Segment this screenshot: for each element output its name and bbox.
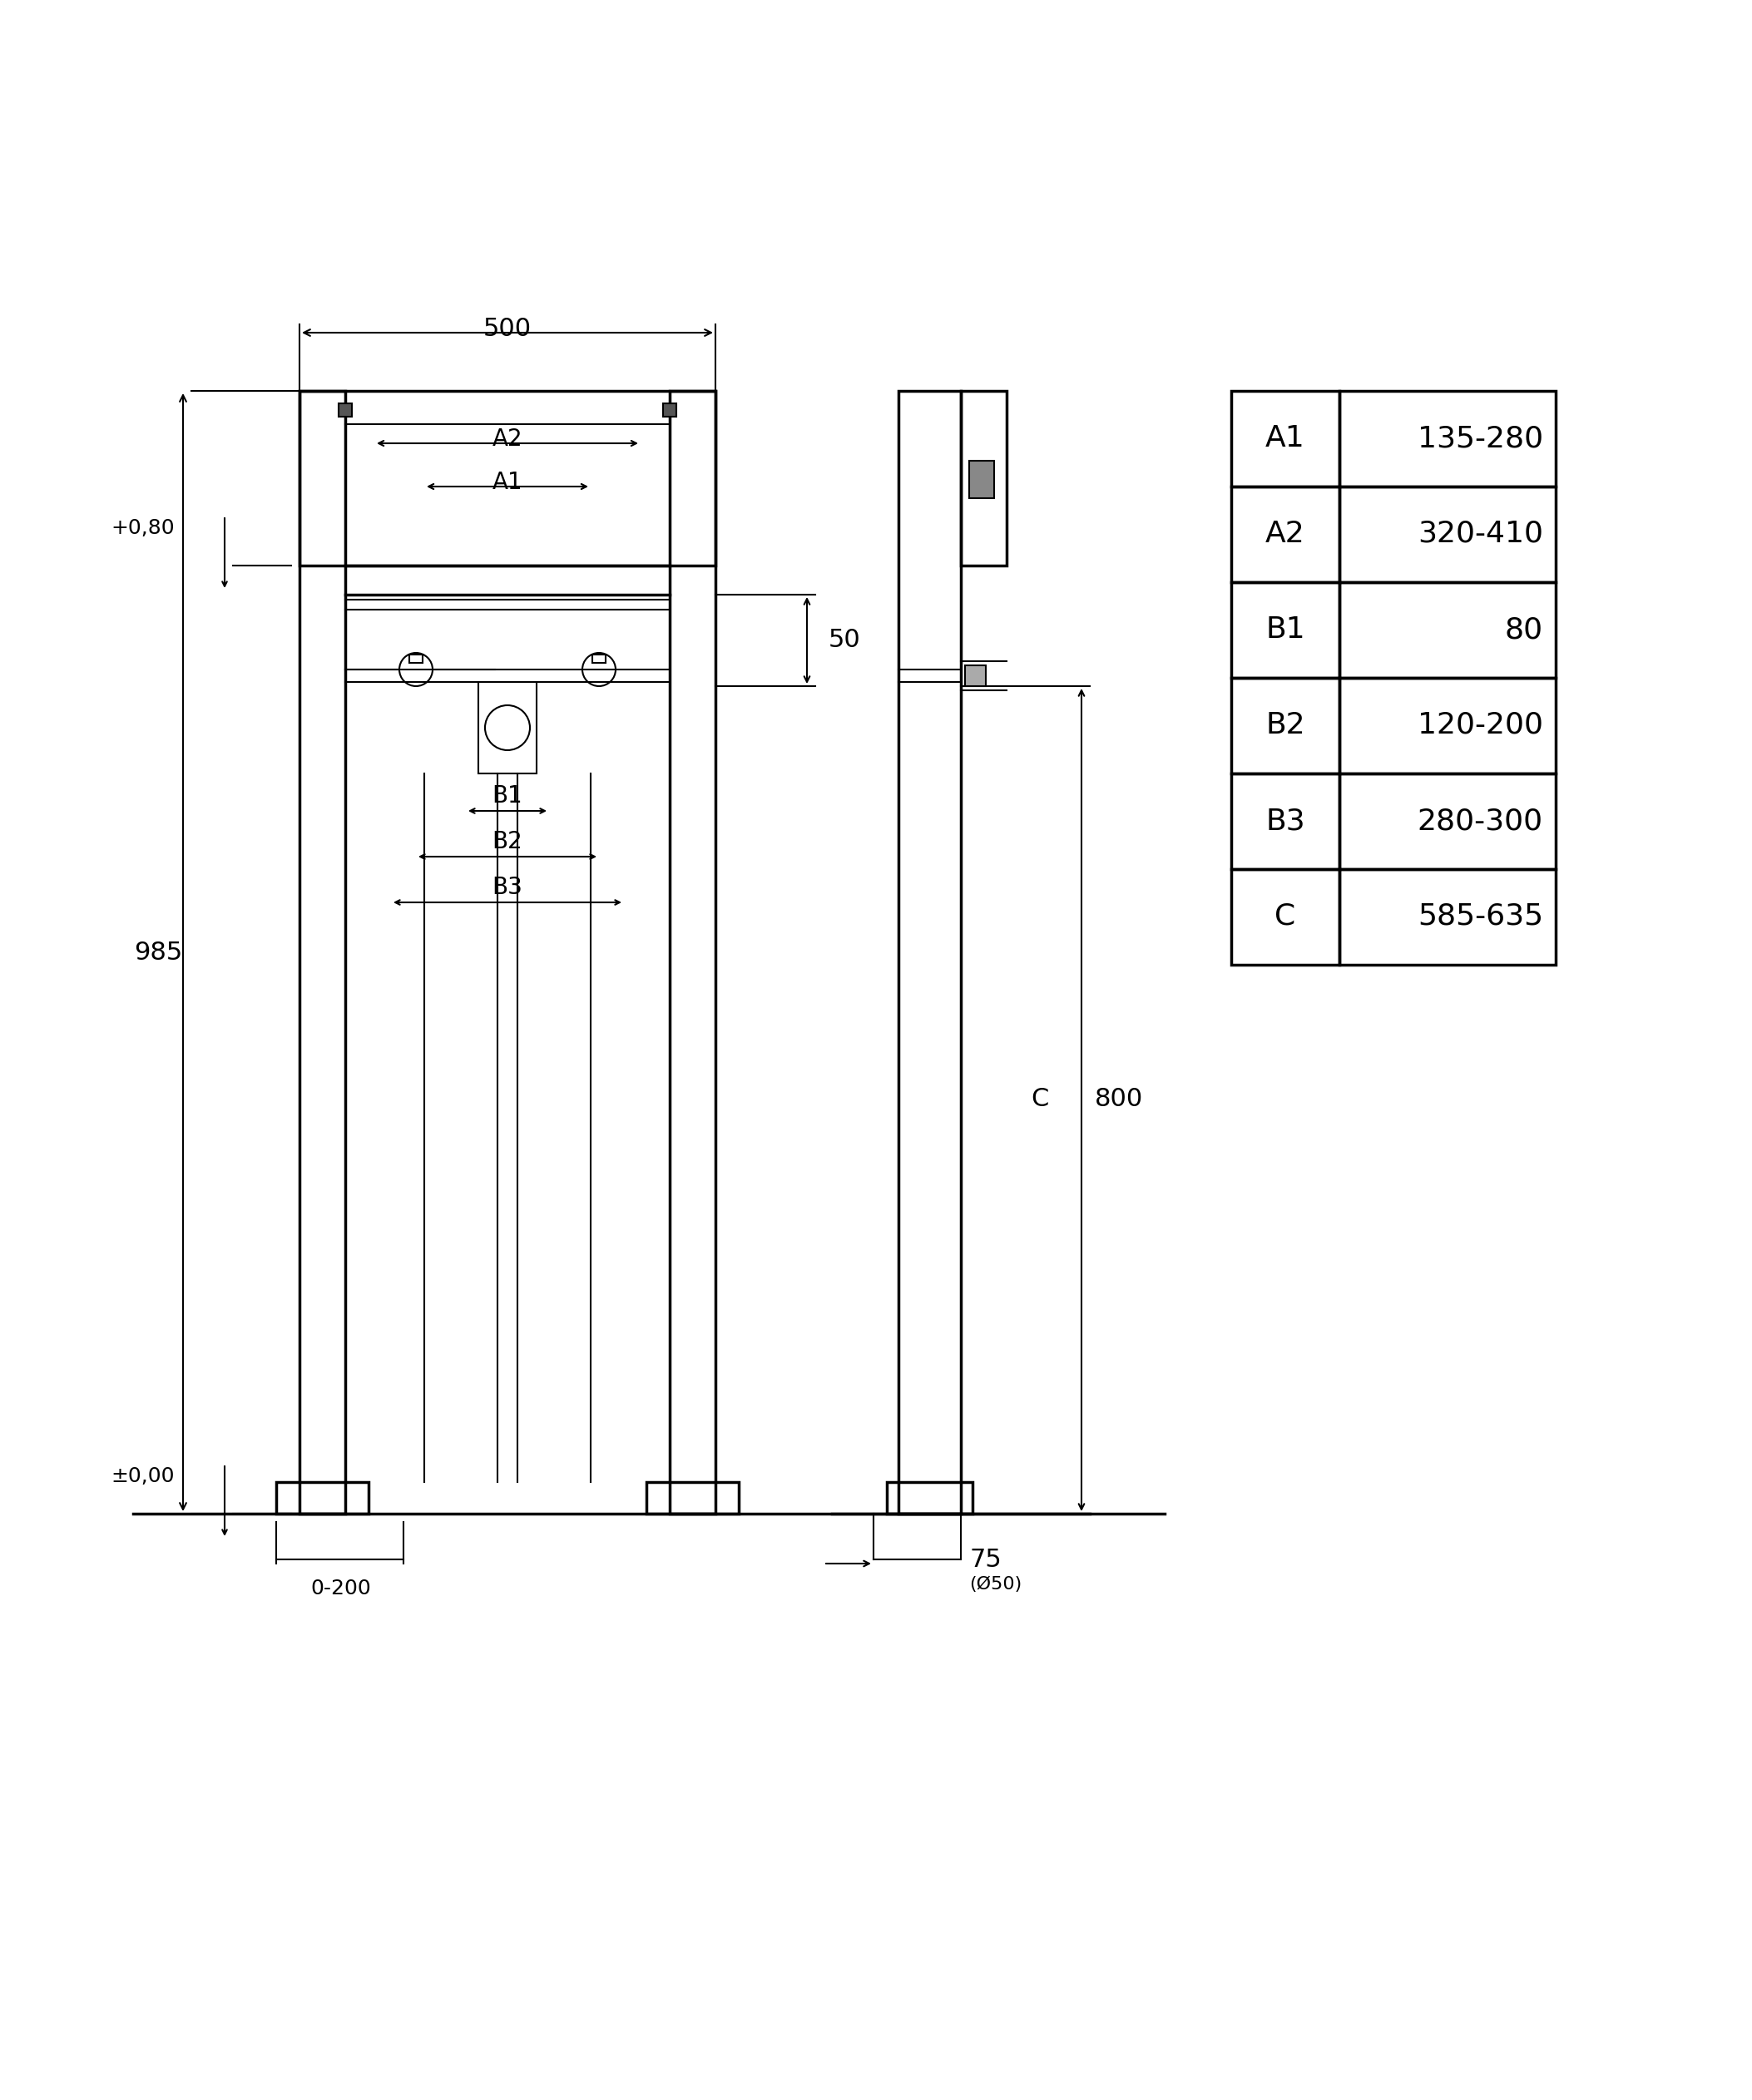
- Bar: [1339, 869, 1556, 964]
- Bar: [1339, 678, 1556, 773]
- Text: ±0,00: ±0,00: [110, 1466, 175, 1487]
- Bar: [969, 460, 993, 498]
- Bar: [338, 403, 352, 416]
- Bar: [592, 655, 606, 664]
- Text: 500: 500: [484, 317, 531, 340]
- Bar: [960, 391, 1007, 565]
- Text: B3: B3: [492, 876, 522, 899]
- Bar: [662, 403, 676, 416]
- Text: 585-635: 585-635: [1417, 903, 1544, 930]
- Bar: [899, 391, 960, 1514]
- Text: 80: 80: [1505, 615, 1544, 645]
- Text: A1: A1: [492, 470, 522, 494]
- Bar: [669, 391, 715, 1514]
- Text: C: C: [1030, 1088, 1049, 1111]
- Text: 800: 800: [1095, 1088, 1142, 1111]
- Text: 120-200: 120-200: [1417, 712, 1544, 739]
- Bar: [1232, 773, 1339, 869]
- Text: B3: B3: [1265, 806, 1305, 836]
- Bar: [300, 391, 345, 1514]
- Text: 320-410: 320-410: [1417, 521, 1544, 548]
- Text: B1: B1: [492, 783, 522, 809]
- Text: 135-280: 135-280: [1417, 424, 1544, 452]
- Text: B2: B2: [1265, 712, 1305, 739]
- Bar: [1232, 582, 1339, 678]
- Bar: [277, 1483, 368, 1514]
- Bar: [887, 1483, 972, 1514]
- Text: A2: A2: [1265, 521, 1305, 548]
- Text: 985: 985: [133, 941, 182, 964]
- Bar: [300, 391, 715, 565]
- Bar: [646, 1483, 739, 1514]
- Text: 50: 50: [829, 628, 860, 653]
- Text: B2: B2: [492, 830, 522, 853]
- Bar: [1232, 391, 1339, 487]
- Text: A1: A1: [1265, 424, 1305, 452]
- Bar: [1339, 487, 1556, 582]
- Bar: [410, 655, 422, 664]
- Bar: [1232, 487, 1339, 582]
- Text: 0-200: 0-200: [310, 1579, 371, 1598]
- Text: (Ø50): (Ø50): [969, 1575, 1021, 1592]
- Bar: [1339, 582, 1556, 678]
- Bar: [965, 666, 986, 687]
- Text: B1: B1: [1265, 615, 1305, 645]
- Bar: [1232, 869, 1339, 964]
- Text: 280-300: 280-300: [1417, 806, 1544, 836]
- Bar: [1232, 678, 1339, 773]
- Text: A2: A2: [492, 428, 522, 452]
- Bar: [1339, 391, 1556, 487]
- Bar: [1339, 773, 1556, 869]
- Text: +0,80: +0,80: [110, 519, 175, 538]
- Text: C: C: [1275, 903, 1296, 930]
- Bar: [478, 682, 536, 773]
- Text: 75: 75: [969, 1548, 1002, 1571]
